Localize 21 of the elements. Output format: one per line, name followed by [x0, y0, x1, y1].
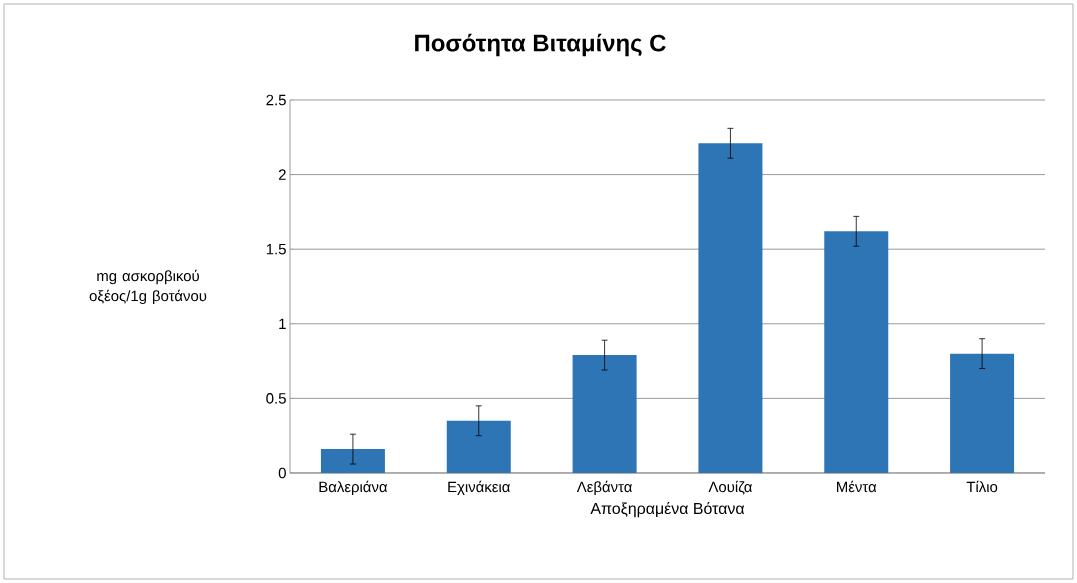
y-axis-title: mg ασκορβικού οξέος/1g βοτάνου	[89, 269, 207, 305]
x-tick-label: Τίλιο	[966, 480, 998, 493]
y-tick-label: 2.5	[266, 94, 286, 106]
x-tick-label: Βαλεριάνα	[319, 480, 388, 496]
y-tick-label: 0	[278, 467, 286, 479]
bar	[320, 449, 385, 473]
y-tick-label: 0.5	[266, 393, 286, 404]
x-tick-label: Εχινάκεια	[448, 480, 510, 496]
chart-title: Ποσότητα Βιταμίνης C	[415, 33, 666, 57]
x-tick-label: Μέντα	[837, 480, 877, 493]
x-tick-label: Λουίζα	[708, 480, 753, 495]
x-tick-label: Λεβάντα	[576, 480, 632, 496]
bar	[698, 143, 763, 473]
bar	[950, 353, 1015, 473]
x-axis-title: Αποξηραμένα Βότανα	[590, 501, 745, 518]
bar	[572, 355, 637, 473]
bar	[824, 231, 889, 473]
y-tick-label: 1	[279, 318, 286, 329]
y-tick-label: 2	[278, 169, 286, 180]
y-tick-label: 1.5	[266, 243, 286, 255]
bar	[446, 420, 511, 473]
